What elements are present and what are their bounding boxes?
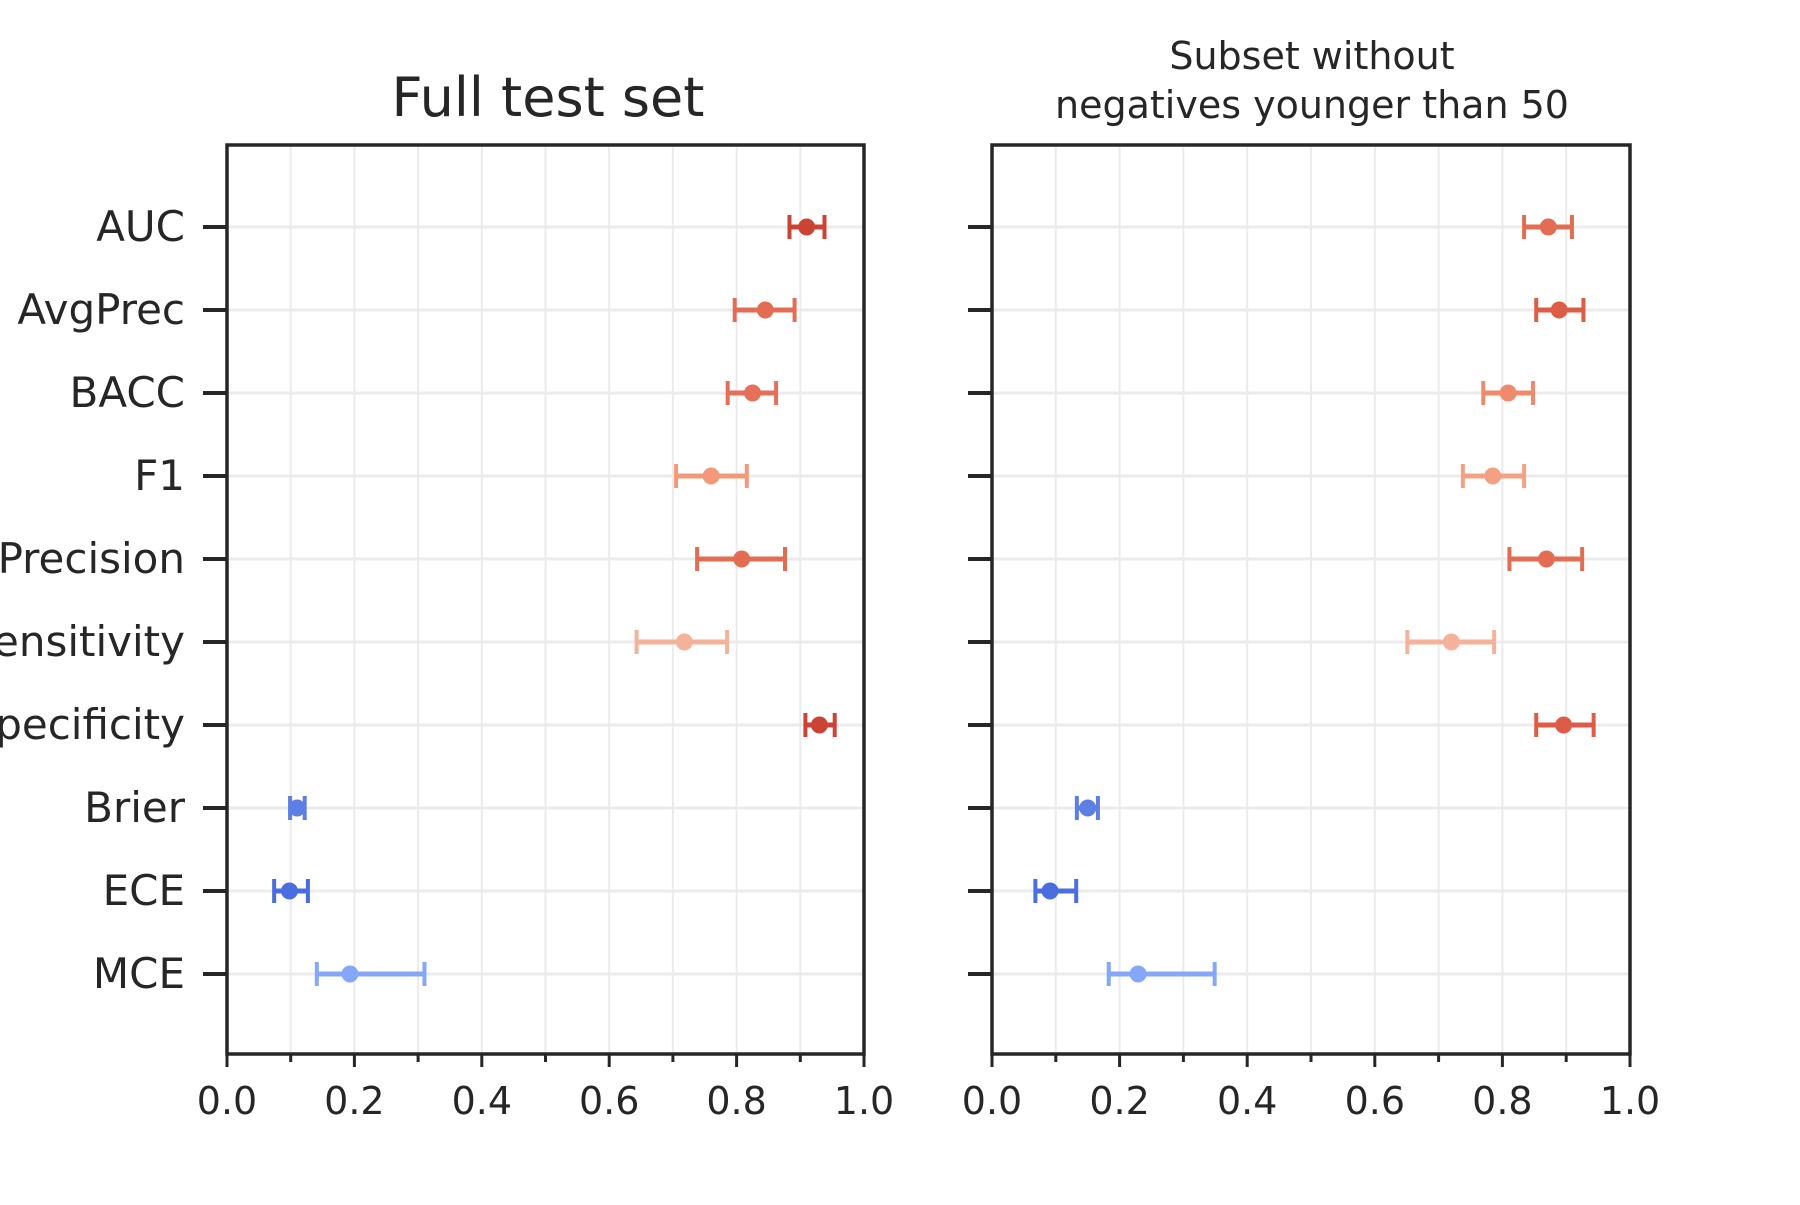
y-tick-label-mce: MCE	[93, 949, 185, 998]
point-specificity	[810, 716, 828, 734]
x-tick-label: 0.8	[1472, 1079, 1532, 1123]
point-precision	[733, 550, 751, 568]
plot-area	[272, 215, 837, 986]
point-avgprec	[1550, 301, 1568, 319]
point-ece	[280, 882, 298, 900]
y-tick-label-specificity: Specificity	[0, 700, 185, 749]
x-tick-label: 0.6	[579, 1079, 639, 1123]
x-tick-label: 0.2	[1089, 1079, 1149, 1123]
y-tick-label-ece: ECE	[103, 866, 185, 915]
point-f1	[702, 467, 720, 485]
panel-title: Full test set	[392, 66, 705, 129]
point-mce	[341, 965, 359, 983]
point-ece	[1041, 882, 1059, 900]
point-brier	[1079, 799, 1097, 817]
panel-title-line-1: Subset without	[1169, 34, 1454, 78]
point-auc	[1539, 218, 1557, 236]
x-tick-label: 0.8	[706, 1079, 766, 1123]
point-auc	[798, 218, 816, 236]
point-precision	[1537, 550, 1555, 568]
point-brier	[288, 799, 306, 817]
point-mce	[1129, 965, 1147, 983]
x-tick-label: 0.6	[1345, 1079, 1405, 1123]
x-tick-label: 1.0	[834, 1079, 894, 1123]
y-tick-label-f1: F1	[134, 451, 185, 500]
panel-subset: Subset without negatives younger than 50…	[962, 34, 1660, 1123]
panel-title-line-2: negatives younger than 50	[1055, 83, 1569, 127]
y-tick-label-avgprec: AvgPrec	[17, 285, 185, 334]
plot-area	[1033, 215, 1596, 986]
x-tick-label: 0.0	[197, 1079, 257, 1123]
y-tick-label-auc: AUC	[96, 202, 185, 251]
x-tick-label: 0.0	[962, 1079, 1022, 1123]
point-sensitivity	[1442, 633, 1460, 651]
x-tick-label: 0.2	[324, 1079, 384, 1123]
point-specificity	[1555, 716, 1573, 734]
point-sensitivity	[675, 633, 693, 651]
point-f1	[1484, 467, 1502, 485]
y-tick-label-bacc: BACC	[70, 368, 185, 417]
point-bacc	[1499, 384, 1517, 402]
y-tick-label-sensitivity: Sensitivity	[0, 617, 185, 666]
point-avgprec	[756, 301, 774, 319]
panel-full-test-set: Full test set 0.0 0.2 0.4 0.6 0.8 1.0 AUC AvgPr…	[0, 66, 894, 1123]
y-tick-label-precision: Precision	[0, 534, 185, 583]
y-tick-label-brier: Brier	[84, 783, 186, 832]
x-tick-label: 1.0	[1600, 1079, 1660, 1123]
x-tick-label: 0.4	[452, 1079, 512, 1123]
point-bacc	[744, 384, 762, 402]
x-tick-label: 0.4	[1217, 1079, 1277, 1123]
